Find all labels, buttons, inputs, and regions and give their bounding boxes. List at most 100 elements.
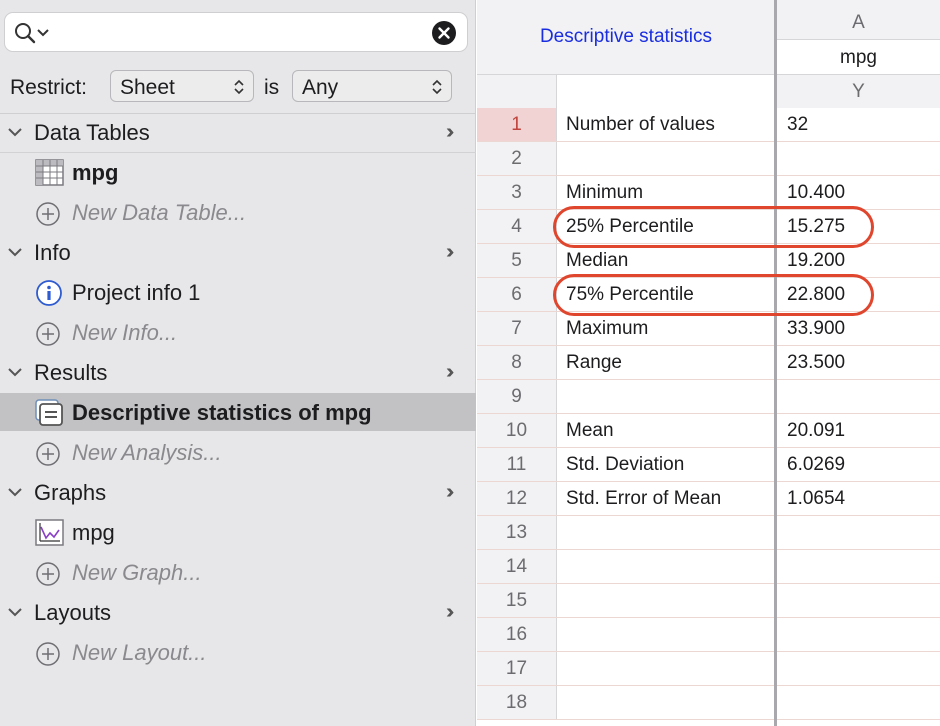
row-number[interactable]: 6 (477, 278, 557, 311)
new-analysis-button[interactable]: New Analysis... (0, 433, 476, 471)
search-box[interactable] (4, 12, 468, 52)
row-label-cell[interactable]: 25% Percentile (566, 216, 694, 237)
value-cell[interactable]: 33.900 (787, 318, 846, 339)
chevron-down-icon[interactable] (7, 486, 23, 498)
row-label-cell[interactable]: Mean (566, 420, 614, 441)
more-icon[interactable]: ›› (446, 601, 455, 623)
value-cell[interactable]: 1.0654 (787, 488, 846, 509)
table-row[interactable]: 16 (477, 618, 940, 652)
more-icon[interactable]: ›› (446, 121, 455, 143)
new-data-table-button[interactable]: New Data Table... (0, 193, 476, 231)
value-cell[interactable] (777, 618, 940, 651)
row-label-cell[interactable]: Std. Deviation (566, 454, 685, 475)
search-input[interactable] (57, 19, 417, 47)
table-row[interactable]: 1 Number of values 32 (477, 108, 940, 142)
table-row[interactable]: 12 Std. Error of Mean 1.0654 (477, 482, 940, 516)
nav-item-descriptive-statistics[interactable]: Descriptive statistics of mpg (0, 393, 476, 431)
table-row[interactable]: 6 75% Percentile 22.800 (477, 278, 940, 312)
chevron-down-icon[interactable] (7, 126, 23, 138)
row-number[interactable]: 18 (477, 686, 557, 719)
value-cell[interactable] (777, 516, 940, 549)
new-graph-button[interactable]: New Graph... (0, 553, 476, 591)
table-row[interactable]: 11 Std. Deviation 6.0269 (477, 448, 940, 482)
table-row[interactable]: 7 Maximum 33.900 (477, 312, 940, 346)
column-subheader-y[interactable]: Y (777, 75, 940, 108)
table-row[interactable]: 13 (477, 516, 940, 550)
table-row[interactable]: 4 25% Percentile 15.275 (477, 210, 940, 244)
value-cell[interactable] (777, 652, 940, 685)
row-label-cell[interactable]: Maximum (566, 318, 649, 339)
row-label-cell[interactable]: Range (566, 352, 622, 373)
row-number[interactable]: 3 (477, 176, 557, 209)
row-label-cell[interactable] (557, 380, 774, 413)
row-number[interactable]: 16 (477, 618, 557, 651)
table-row[interactable]: 9 (477, 380, 940, 414)
column-letter-header[interactable]: A (777, 0, 940, 40)
more-icon[interactable]: ›› (446, 481, 455, 503)
row-number[interactable]: 15 (477, 584, 557, 617)
row-number[interactable]: 17 (477, 652, 557, 685)
value-cell[interactable]: 15.275 (787, 216, 846, 237)
section-layouts[interactable]: Layouts ›› (0, 593, 476, 631)
row-number[interactable]: 8 (477, 346, 557, 379)
row-number[interactable]: 5 (477, 244, 557, 277)
row-number[interactable]: 12 (477, 482, 557, 515)
chevron-down-icon[interactable] (7, 246, 23, 258)
nav-item-project-info[interactable]: Project info 1 (0, 273, 476, 311)
table-row[interactable]: 18 (477, 686, 940, 720)
row-label-cell[interactable] (557, 652, 774, 685)
value-cell[interactable] (777, 142, 940, 175)
value-cell[interactable]: 20.091 (787, 420, 846, 441)
row-label-cell[interactable] (557, 686, 774, 719)
table-row[interactable]: 2 (477, 142, 940, 176)
row-number[interactable]: 1 (477, 108, 557, 141)
restrict-filter-select[interactable]: Any (292, 70, 452, 102)
column-title-cell[interactable]: mpg (777, 40, 940, 74)
row-label-cell[interactable] (557, 142, 774, 175)
restrict-scope-select[interactable]: Sheet (110, 70, 254, 102)
sheet-title[interactable]: Descriptive statistics (477, 0, 776, 74)
row-label-cell[interactable] (557, 618, 774, 651)
row-label-cell[interactable]: Std. Error of Mean (566, 488, 722, 509)
value-cell[interactable]: 32 (787, 114, 809, 135)
section-data-tables[interactable]: Data Tables ›› (0, 113, 476, 151)
value-cell[interactable]: 23.500 (787, 352, 846, 373)
row-number[interactable]: 11 (477, 448, 557, 481)
value-cell[interactable]: 22.800 (787, 284, 846, 305)
row-label-cell[interactable]: Median (566, 250, 629, 271)
section-results[interactable]: Results ›› (0, 353, 476, 391)
row-label-cell[interactable]: Minimum (566, 182, 644, 203)
table-row[interactable]: 8 Range 23.500 (477, 346, 940, 380)
more-icon[interactable]: ›› (446, 241, 455, 263)
value-cell[interactable] (777, 584, 940, 617)
value-cell[interactable] (777, 686, 940, 719)
clear-icon[interactable] (431, 20, 457, 46)
value-cell[interactable]: 10.400 (787, 182, 846, 203)
chevron-down-icon[interactable] (7, 606, 23, 618)
row-number[interactable]: 4 (477, 210, 557, 243)
table-row[interactable]: 10 Mean 20.091 (477, 414, 940, 448)
nav-item-data-table-mpg[interactable]: mpg (0, 153, 476, 191)
section-info[interactable]: Info ›› (0, 233, 476, 271)
value-cell[interactable]: 19.200 (787, 250, 846, 271)
new-layout-button[interactable]: New Layout... (0, 633, 476, 671)
more-icon[interactable]: ›› (446, 361, 455, 383)
row-number[interactable]: 7 (477, 312, 557, 345)
row-number[interactable]: 9 (477, 380, 557, 413)
value-cell[interactable] (777, 380, 940, 413)
nav-item-graph-mpg[interactable]: mpg (0, 513, 476, 551)
row-number[interactable]: 14 (477, 550, 557, 583)
table-row[interactable]: 15 (477, 584, 940, 618)
section-graphs[interactable]: Graphs ›› (0, 473, 476, 511)
label-header-cell[interactable] (557, 75, 776, 108)
table-row[interactable]: 5 Median 19.200 (477, 244, 940, 278)
value-cell[interactable] (777, 550, 940, 583)
row-label-cell[interactable] (557, 516, 774, 549)
row-number[interactable]: 2 (477, 142, 557, 175)
new-info-button[interactable]: New Info... (0, 313, 476, 351)
row-label-cell[interactable]: 75% Percentile (566, 284, 694, 305)
table-row[interactable]: 17 (477, 652, 940, 686)
row-number[interactable]: 13 (477, 516, 557, 549)
value-cell[interactable]: 6.0269 (787, 454, 846, 475)
chevron-down-icon[interactable] (7, 366, 23, 378)
